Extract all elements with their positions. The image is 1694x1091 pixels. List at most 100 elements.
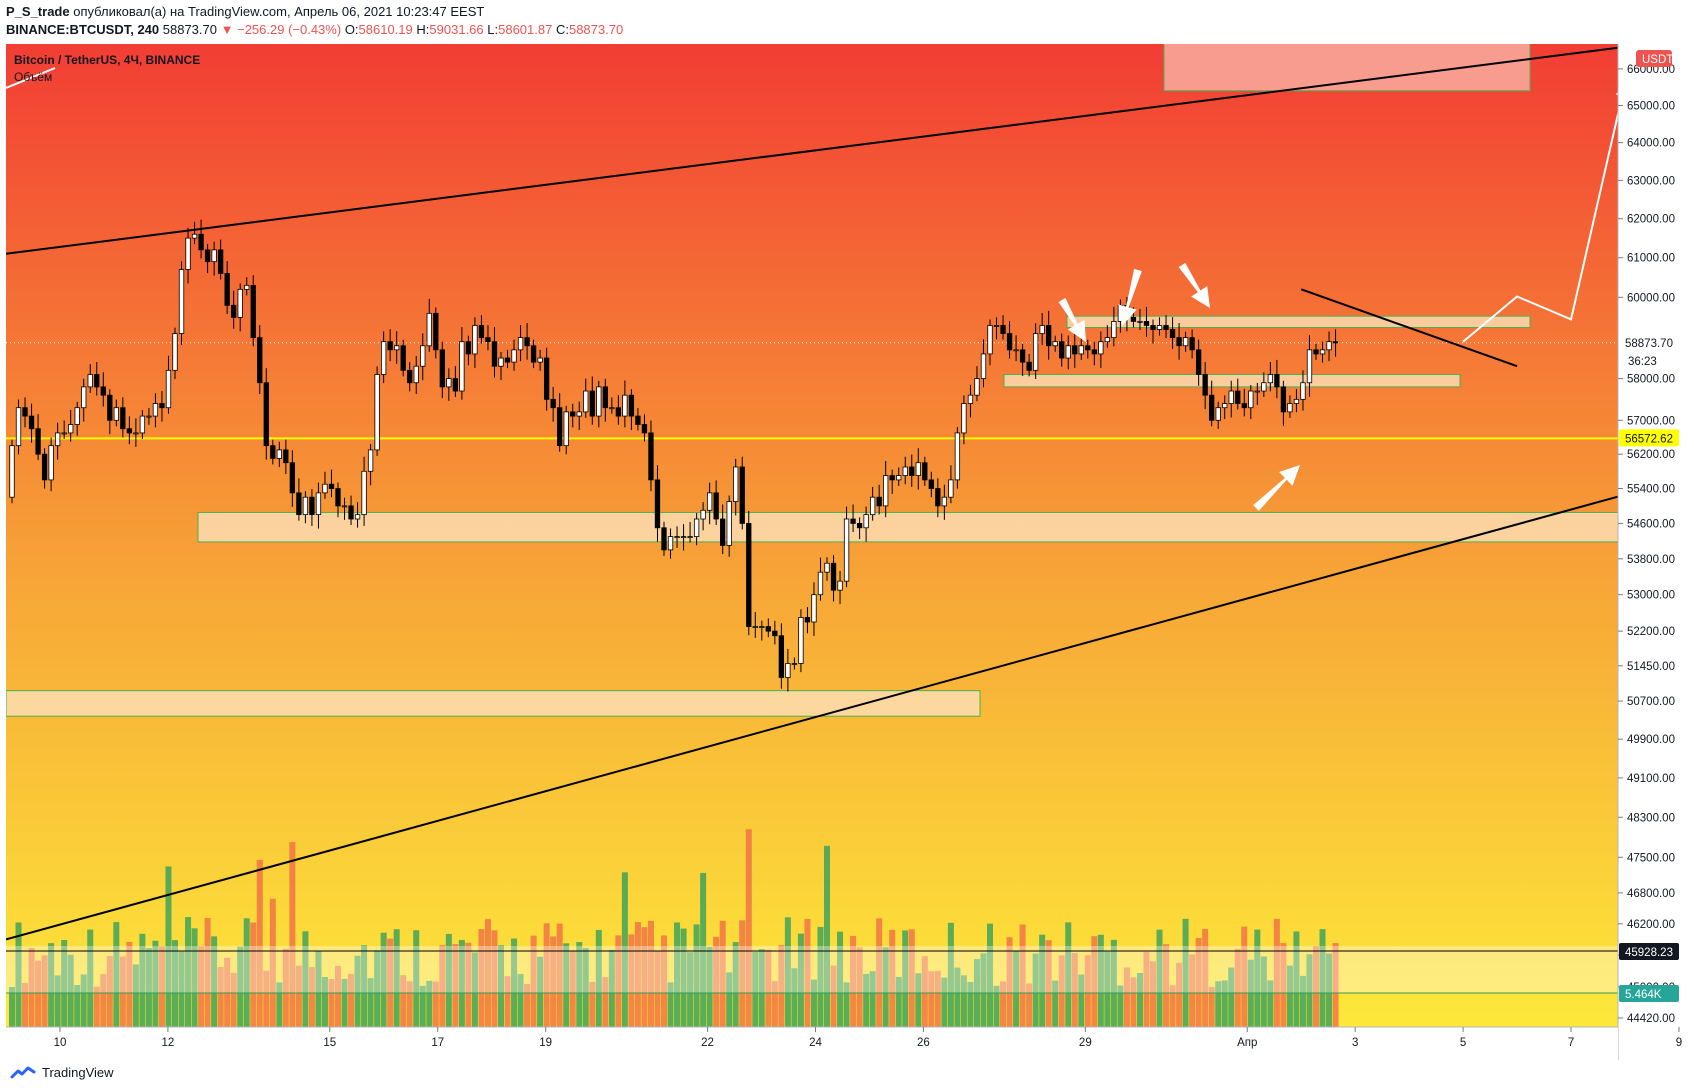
- candle[interactable]: [472, 325, 478, 355]
- candle[interactable]: [641, 424, 648, 434]
- candle[interactable]: [178, 269, 185, 334]
- candle[interactable]: [674, 536, 680, 539]
- candle[interactable]: [270, 445, 276, 459]
- candle[interactable]: [1065, 345, 1071, 359]
- candle[interactable]: [244, 284, 250, 290]
- candle[interactable]: [1085, 345, 1091, 351]
- candle[interactable]: [967, 394, 974, 404]
- volume-last-badge[interactable]: [1619, 985, 1679, 1002]
- candle[interactable]: [1104, 337, 1111, 343]
- candle[interactable]: [48, 445, 54, 481]
- candle[interactable]: [485, 337, 491, 343]
- candle[interactable]: [1052, 341, 1058, 347]
- candle[interactable]: [87, 374, 93, 388]
- volume-legend[interactable]: Объём: [14, 70, 53, 84]
- candle[interactable]: [1072, 345, 1078, 355]
- candle[interactable]: [341, 505, 348, 508]
- candle[interactable]: [120, 407, 126, 430]
- candle[interactable]: [700, 509, 706, 520]
- candle[interactable]: [152, 403, 159, 417]
- candle[interactable]: [1235, 390, 1241, 404]
- candle[interactable]: [1319, 349, 1326, 355]
- candle[interactable]: [296, 492, 302, 516]
- candle[interactable]: [615, 407, 622, 417]
- candle[interactable]: [804, 617, 811, 623]
- candle[interactable]: [583, 390, 589, 413]
- candle[interactable]: [465, 341, 472, 355]
- candle[interactable]: [785, 663, 791, 678]
- candle[interactable]: [654, 479, 661, 529]
- candle[interactable]: [974, 378, 980, 396]
- candle[interactable]: [126, 428, 133, 434]
- candle[interactable]: [459, 341, 465, 392]
- candle[interactable]: [1150, 325, 1156, 330]
- candle[interactable]: [589, 390, 595, 417]
- candle[interactable]: [420, 345, 426, 367]
- candle[interactable]: [915, 462, 921, 476]
- candle[interactable]: [948, 479, 954, 498]
- candle[interactable]: [576, 411, 582, 417]
- trendline[interactable]: [1300, 288, 1518, 368]
- candle[interactable]: [146, 415, 152, 418]
- candle[interactable]: [726, 501, 732, 546]
- candle[interactable]: [1202, 374, 1208, 396]
- candle[interactable]: [204, 249, 211, 263]
- candle[interactable]: [739, 466, 745, 524]
- candle[interactable]: [1267, 374, 1274, 384]
- candle[interactable]: [387, 341, 393, 351]
- candle[interactable]: [596, 386, 602, 417]
- time-axis[interactable]: [6, 1027, 1618, 1060]
- footer-brand[interactable]: TradingView: [42, 1065, 114, 1080]
- chart-legend-title[interactable]: Bitcoin / TetherUS, 4Ч, BINANCE: [14, 53, 201, 67]
- candle[interactable]: [1293, 398, 1300, 404]
- candle[interactable]: [250, 284, 256, 339]
- candle[interactable]: [322, 483, 328, 494]
- candle[interactable]: [361, 470, 367, 516]
- candle[interactable]: [856, 522, 863, 529]
- candle[interactable]: [257, 337, 263, 384]
- candle[interactable]: [367, 449, 374, 472]
- candle[interactable]: [759, 626, 765, 628]
- candle[interactable]: [61, 432, 67, 435]
- candle[interactable]: [667, 536, 674, 551]
- volume-ma-badge[interactable]: [1619, 943, 1679, 960]
- candle[interactable]: [772, 630, 778, 637]
- candle[interactable]: [237, 288, 243, 318]
- level-badge[interactable]: [1619, 429, 1679, 447]
- candle[interactable]: [543, 357, 550, 400]
- candle[interactable]: [987, 325, 993, 355]
- candle[interactable]: [68, 424, 74, 434]
- candle[interactable]: [394, 345, 400, 351]
- candle[interactable]: [1300, 382, 1306, 400]
- candle[interactable]: [426, 312, 432, 347]
- candle[interactable]: [198, 233, 204, 251]
- candle[interactable]: [217, 249, 224, 274]
- candle[interactable]: [1326, 341, 1332, 351]
- candle[interactable]: [909, 466, 915, 476]
- candle[interactable]: [896, 475, 902, 481]
- candle[interactable]: [1195, 349, 1202, 375]
- candle[interactable]: [1059, 341, 1065, 359]
- candle[interactable]: [354, 514, 361, 520]
- candle[interactable]: [883, 475, 889, 507]
- candle[interactable]: [407, 369, 413, 384]
- candle[interactable]: [1274, 374, 1280, 388]
- candle[interactable]: [224, 273, 230, 306]
- candle[interactable]: [791, 663, 798, 665]
- candle[interactable]: [837, 580, 843, 591]
- candle[interactable]: [1006, 333, 1013, 351]
- candle[interactable]: [328, 483, 335, 489]
- candle[interactable]: [15, 407, 22, 447]
- candle[interactable]: [81, 386, 87, 409]
- candle[interactable]: [511, 349, 517, 363]
- last-price-badge[interactable]: [1619, 333, 1679, 351]
- candle[interactable]: [191, 233, 198, 239]
- currency-badge[interactable]: [1636, 50, 1672, 67]
- candle[interactable]: [413, 365, 419, 384]
- candle[interactable]: [1209, 394, 1215, 421]
- candle[interactable]: [570, 411, 576, 417]
- candle[interactable]: [380, 341, 387, 375]
- candle[interactable]: [1046, 325, 1052, 347]
- candle[interactable]: [530, 345, 537, 363]
- candle[interactable]: [1091, 349, 1097, 355]
